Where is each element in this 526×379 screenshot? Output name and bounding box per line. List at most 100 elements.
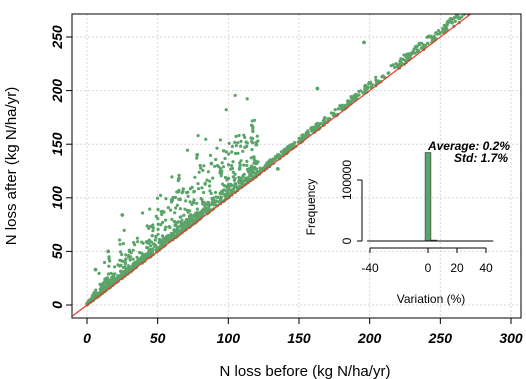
scatter-point (338, 104, 342, 108)
scatter-point (315, 86, 320, 91)
scatter-point (464, 11, 467, 14)
scatter-point (147, 238, 151, 242)
scatter-point (256, 160, 260, 164)
scatter-point (137, 260, 141, 264)
scatter-point (435, 32, 439, 36)
scatter-point (395, 65, 399, 69)
scatter-point (135, 260, 139, 264)
scatter-point (352, 98, 356, 102)
scatter-point (230, 144, 234, 149)
inset-x-tick-label: 0 (425, 261, 432, 275)
scatter-point (172, 228, 176, 232)
scatter-point (465, 7, 468, 10)
scatter-point (413, 51, 417, 55)
scatter-point (226, 192, 230, 196)
scatter-point (223, 156, 227, 161)
scatter-point (243, 135, 247, 139)
scatter-point (181, 187, 185, 191)
scatter-point (252, 161, 256, 165)
one-to-one-line-path (72, 14, 472, 317)
scatter-point (203, 204, 207, 208)
scatter-point (233, 172, 237, 176)
scatter-point (245, 163, 249, 167)
x-tick-label: 250 (428, 330, 453, 346)
scatter-point (193, 212, 197, 216)
one-to-one-line (72, 14, 472, 317)
scatter-point (148, 207, 152, 211)
scatter-point (151, 242, 155, 246)
scatter-point (245, 144, 249, 148)
scatter-point (186, 194, 190, 198)
x-tick-label: 0 (83, 330, 91, 346)
scatter-point (359, 89, 363, 93)
scatter-point (124, 253, 128, 257)
scatter-point (136, 240, 140, 244)
scatter-point (131, 262, 135, 266)
scatter-point (233, 186, 237, 190)
scatter-point (185, 217, 189, 222)
scatter-point (195, 201, 199, 205)
scatter-point (336, 107, 340, 111)
plot-frame (71, 13, 522, 319)
scatter-point (113, 272, 117, 276)
scatter-point (151, 247, 155, 251)
scatter-point (211, 196, 215, 200)
scatter-point (233, 140, 237, 144)
x-axis-title: N loss before (kg N/ha/yr) (220, 363, 391, 379)
scatter-point (346, 102, 350, 106)
scatter-point (110, 275, 114, 280)
scatter-point (208, 184, 212, 188)
scatter-point (404, 55, 408, 59)
scatter-point (408, 53, 413, 57)
scatter-point (113, 276, 117, 280)
scatter-point (436, 29, 440, 33)
scatter-point (204, 137, 208, 141)
scatter-point (314, 123, 318, 127)
inset-x-tick-label: 20 (450, 261, 464, 275)
scatter-point (354, 92, 358, 96)
scatter-point (178, 197, 182, 201)
scatter-point (213, 190, 218, 195)
scatter-point (393, 65, 397, 70)
scatter-point (415, 45, 419, 49)
inset-histogram: -40 0 20 40 0 100000 Variation (%) Frequency Ave… (304, 139, 510, 306)
scatter-point (219, 171, 224, 176)
scatter-point (219, 174, 223, 178)
scatter-point (141, 253, 145, 257)
scatter-point (200, 198, 204, 202)
scatter-point (242, 172, 246, 176)
scatter-point (172, 220, 176, 224)
scatter-point (161, 236, 165, 240)
scatter-point (214, 157, 218, 162)
scatter-point (178, 215, 182, 219)
scatter-point (144, 253, 148, 257)
scatter-point (167, 238, 171, 242)
scatter-point (196, 213, 200, 217)
scatter-point (175, 190, 179, 194)
scatter-point (141, 241, 145, 245)
scatter-point (389, 64, 393, 68)
scatter-point (420, 41, 424, 45)
scatter-point (123, 265, 127, 269)
scatter-point (118, 258, 122, 262)
scatter-point (249, 123, 253, 127)
scatter-point (215, 146, 219, 150)
scatter-point (106, 249, 111, 254)
scatter-point (157, 240, 161, 244)
scatter-point (287, 146, 291, 150)
scatter-point (219, 167, 223, 171)
scatter-point (149, 240, 153, 244)
scatter-point (340, 103, 344, 107)
scatter-point (197, 170, 201, 174)
scatter-point (153, 238, 157, 242)
scatter-point (242, 163, 246, 167)
inset-x-title: Variation (%) (397, 292, 465, 306)
scatter-point (160, 239, 164, 243)
scatter-point (446, 19, 450, 23)
scatter-point (231, 170, 235, 174)
scatter-point (107, 257, 111, 261)
scatter-point (370, 83, 374, 87)
scatter-point (165, 234, 169, 239)
scatter-point (399, 57, 403, 61)
scatter-point (430, 36, 434, 40)
